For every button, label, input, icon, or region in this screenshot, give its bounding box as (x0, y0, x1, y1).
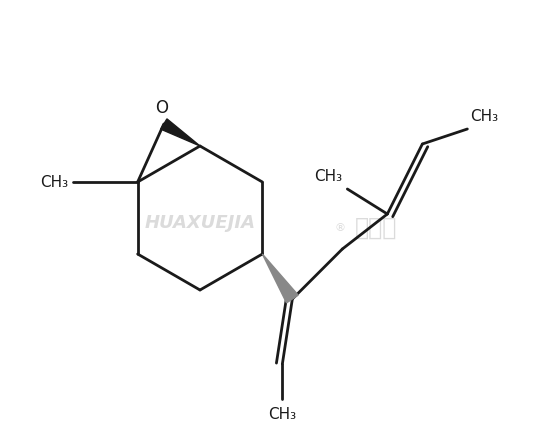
Text: CH₃: CH₃ (314, 169, 342, 184)
Text: HUAXUEJIA: HUAXUEJIA (145, 214, 256, 232)
Text: CH₃: CH₃ (470, 109, 498, 124)
Polygon shape (262, 254, 298, 303)
Text: CH₃: CH₃ (268, 407, 296, 422)
Text: 化学加: 化学加 (355, 216, 397, 240)
Text: ®: ® (335, 223, 346, 233)
Text: O: O (156, 99, 168, 117)
Text: CH₃: CH₃ (40, 175, 68, 190)
Polygon shape (161, 119, 200, 146)
